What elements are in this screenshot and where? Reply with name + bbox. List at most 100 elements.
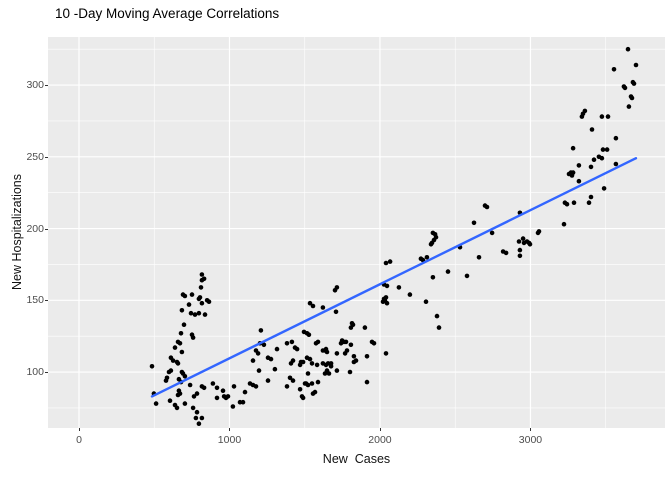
data-point xyxy=(190,405,196,411)
data-point xyxy=(348,342,354,348)
data-point xyxy=(192,312,198,317)
data-point xyxy=(315,379,321,385)
data-point xyxy=(423,299,429,305)
data-point xyxy=(309,381,315,386)
data-point xyxy=(178,331,184,336)
data-point xyxy=(300,359,306,365)
data-point xyxy=(164,375,170,381)
data-point xyxy=(196,421,202,427)
data-point xyxy=(396,285,402,290)
data-point xyxy=(517,247,523,253)
data-point xyxy=(599,155,605,161)
data-point xyxy=(315,339,321,345)
data-point xyxy=(294,346,300,352)
data-point xyxy=(436,325,442,330)
data-point xyxy=(383,295,389,300)
data-point xyxy=(274,346,280,352)
y-axis-title: New Hospitalizations xyxy=(10,173,24,291)
data-point xyxy=(489,230,495,236)
y-tick-mark xyxy=(45,228,48,230)
data-point xyxy=(175,361,181,366)
data-point xyxy=(220,388,226,394)
data-point xyxy=(179,308,185,313)
data-point xyxy=(605,114,611,119)
data-point xyxy=(364,354,370,359)
data-point xyxy=(564,201,570,207)
data-point xyxy=(194,409,200,415)
data-point xyxy=(334,285,340,290)
data-point xyxy=(191,394,197,399)
data-point xyxy=(250,358,256,363)
x-tick-label: 0 xyxy=(76,434,82,446)
data-point xyxy=(633,62,639,68)
data-point xyxy=(177,391,183,396)
data-point xyxy=(225,394,231,399)
y-tick-label: 300 xyxy=(26,79,44,92)
data-point xyxy=(199,300,205,306)
data-point xyxy=(305,371,311,376)
data-point xyxy=(197,295,203,300)
data-point xyxy=(520,236,526,241)
data-point xyxy=(625,46,631,52)
data-point xyxy=(326,371,332,376)
data-point xyxy=(201,276,207,282)
data-point xyxy=(570,145,576,151)
x-tick-label: 1000 xyxy=(217,434,242,446)
data-point xyxy=(314,362,320,368)
data-point xyxy=(611,67,617,72)
data-point xyxy=(362,325,368,330)
data-point xyxy=(588,164,594,170)
y-tick-mark xyxy=(45,300,48,302)
data-point xyxy=(199,415,205,421)
data-point xyxy=(253,384,259,389)
data-point xyxy=(194,391,200,396)
data-point xyxy=(193,415,199,421)
data-point xyxy=(290,358,296,363)
data-point xyxy=(307,356,313,362)
data-point xyxy=(371,341,377,346)
data-point xyxy=(613,161,619,167)
data-point xyxy=(256,368,262,373)
x-tick-mark xyxy=(79,428,80,431)
data-point xyxy=(576,178,582,184)
data-point xyxy=(589,127,595,132)
trend-line xyxy=(150,157,638,398)
data-point xyxy=(210,381,216,386)
data-point xyxy=(328,364,334,369)
data-point xyxy=(527,242,533,247)
data-point xyxy=(383,260,389,266)
data-point xyxy=(424,255,430,260)
data-point xyxy=(177,341,183,346)
data-point xyxy=(202,312,208,317)
data-point xyxy=(149,364,155,369)
data-point xyxy=(561,221,567,227)
data-point xyxy=(230,404,236,409)
data-point xyxy=(187,382,193,388)
y-tick-label: 100 xyxy=(26,366,44,379)
data-point xyxy=(231,384,237,389)
data-point xyxy=(333,309,339,315)
data-point xyxy=(503,250,509,256)
data-point xyxy=(310,303,316,309)
data-point xyxy=(576,163,582,168)
data-point xyxy=(305,382,311,388)
data-point xyxy=(289,339,295,345)
data-point xyxy=(599,114,605,119)
data-point xyxy=(153,401,159,406)
data-point xyxy=(201,385,207,391)
y-tick-label: 200 xyxy=(26,222,44,235)
data-point xyxy=(268,356,274,362)
data-point xyxy=(407,292,413,297)
data-point xyxy=(588,194,594,200)
data-point xyxy=(170,358,176,363)
data-point xyxy=(265,378,271,383)
data-point xyxy=(471,220,477,226)
data-point xyxy=(284,384,290,389)
data-point xyxy=(591,157,597,162)
x-axis-title: New Cases xyxy=(322,452,391,466)
chart-title: 10 -Day Moving Average Correlations xyxy=(55,6,280,21)
data-point xyxy=(182,374,188,379)
data-point xyxy=(199,272,205,277)
plot-panel xyxy=(48,37,665,428)
data-point xyxy=(344,348,350,353)
